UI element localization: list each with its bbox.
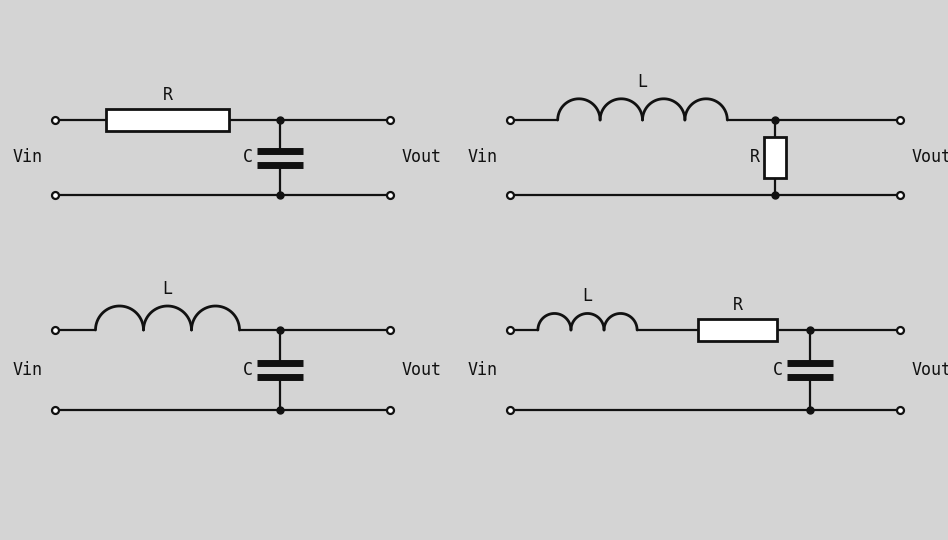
Text: Vin: Vin bbox=[13, 148, 43, 166]
Text: L: L bbox=[162, 280, 173, 298]
Text: L: L bbox=[637, 73, 647, 91]
Text: C: C bbox=[243, 148, 253, 166]
Text: Vout: Vout bbox=[402, 361, 442, 379]
Text: Vin: Vin bbox=[468, 361, 498, 379]
Text: R: R bbox=[162, 86, 173, 104]
Text: R: R bbox=[750, 148, 760, 166]
Bar bbox=[764, 137, 786, 178]
Text: Vout: Vout bbox=[402, 148, 442, 166]
Text: C: C bbox=[243, 361, 253, 379]
Text: L: L bbox=[582, 287, 592, 306]
Text: Vout: Vout bbox=[912, 361, 948, 379]
Text: R: R bbox=[733, 296, 742, 314]
Text: Vout: Vout bbox=[912, 148, 948, 166]
Bar bbox=[698, 319, 777, 341]
Text: Vin: Vin bbox=[13, 361, 43, 379]
Bar bbox=[105, 109, 229, 131]
Text: Vin: Vin bbox=[468, 148, 498, 166]
Text: C: C bbox=[773, 361, 783, 379]
